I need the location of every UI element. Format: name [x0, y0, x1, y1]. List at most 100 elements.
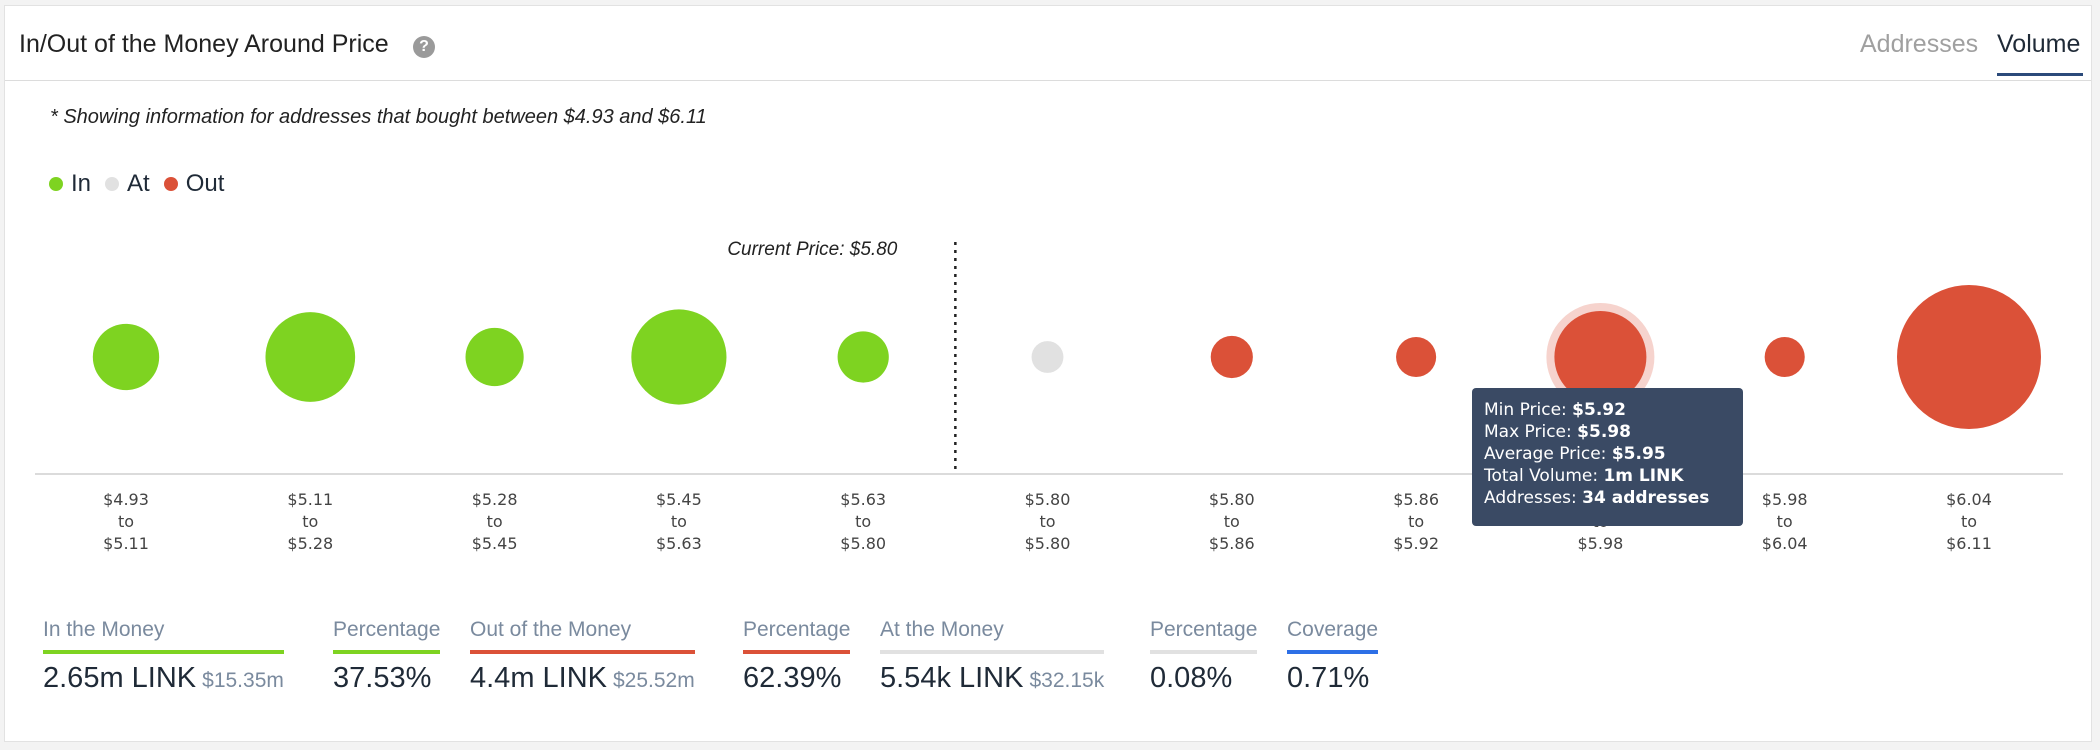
stat-value: 0.71% [1287, 662, 1370, 694]
stat-label: In the Money [43, 618, 284, 654]
tick-label-connector: to [1408, 512, 1424, 531]
tick-label-connector: to [302, 512, 318, 531]
tick-label-connector: to [1961, 512, 1977, 531]
legend-item-at[interactable]: At [105, 170, 150, 198]
tooltip-row-label: Total Volume: [1484, 466, 1604, 486]
legend-dot-in-icon [49, 177, 63, 191]
legend-item-out[interactable]: Out [163, 170, 225, 198]
bubble-point[interactable] [1764, 336, 1805, 378]
tick-label-to: $5.98 [1577, 534, 1623, 553]
active-tab-indicator [1997, 73, 2083, 76]
tick-label-to: $5.63 [656, 534, 702, 553]
bubble-point[interactable] [1210, 335, 1253, 379]
bubble-point[interactable] [1554, 311, 1647, 403]
bubble-chart: Current Price: $5.80 $4.93 to $5.11 $5.11 to $… [35, 239, 2063, 553]
stat-block: Percentage 0.08% [1150, 618, 1258, 695]
tick-label-to: $6.04 [1762, 534, 1808, 553]
tick-label-from: $5.80 [1025, 490, 1071, 509]
stat-subvalue: $32.15k [1029, 669, 1105, 692]
tick-label-connector: to [118, 512, 134, 531]
stat-label: At the Money [880, 618, 1105, 654]
legend-item-in[interactable]: In [49, 170, 91, 198]
stat-block: Out of the Money 4.4m LINK $25.52m [470, 618, 695, 695]
bubble-point[interactable] [1897, 285, 2041, 429]
bubble-tooltip: Min Price: $5.92 Max Price: $5.98 Average … [1472, 388, 1743, 526]
chart-legend: In At Out [49, 170, 238, 198]
tooltip-row-label: Min Price: [1484, 400, 1573, 420]
help-icon[interactable]: ? [413, 36, 435, 58]
stat-subvalue: $25.52m [613, 669, 695, 692]
legend-label-out: Out [185, 170, 225, 197]
tab-addresses[interactable]: Addresses [1860, 30, 1979, 58]
tick-label-from: $5.63 [840, 490, 886, 509]
legend-dot-out-icon [163, 177, 178, 191]
bubble-point[interactable] [1396, 336, 1437, 378]
stat-block: Coverage 0.71% [1287, 618, 1379, 695]
stat-value: 2.65m LINK $15.35m [43, 662, 284, 694]
tick-label-from: $5.86 [1393, 490, 1439, 509]
bubble-point[interactable] [265, 312, 356, 402]
tooltip-row: Total Volume: 1m LINK [1484, 465, 1731, 487]
tab-volume[interactable]: Volume [1997, 30, 2081, 58]
tooltip-row-value: $5.98 [1577, 422, 1631, 442]
legend-dot-at-icon [105, 177, 120, 191]
tooltip-row-label: Addresses: [1484, 488, 1583, 508]
stat-block: Percentage 62.39% [743, 618, 851, 695]
card-header: In/Out of the Money Around Price ? Addre… [5, 6, 2091, 81]
tick-label-to: $6.11 [1946, 534, 1992, 553]
tick-label-to: $5.11 [103, 534, 149, 553]
legend-label-at: At [127, 170, 150, 197]
tick-label-to: $5.80 [840, 534, 886, 553]
current-price-label: Current Price: $5.80 [727, 239, 897, 260]
stat-value: 62.39% [743, 662, 842, 694]
tick-label-connector: to [1777, 512, 1793, 531]
legend-label-in: In [71, 170, 92, 197]
stat-label: Coverage [1287, 618, 1379, 654]
stat-label: Percentage [333, 618, 441, 654]
tooltip-row: Addresses: 34 addresses [1484, 487, 1731, 509]
tick-label-connector: to [671, 512, 687, 531]
stat-value: 37.53% [333, 662, 432, 694]
stat-block: In the Money 2.65m LINK $15.35m [43, 618, 284, 695]
tooltip-row: Average Price: $5.95 [1484, 443, 1731, 465]
tick-label-to: $5.86 [1209, 534, 1255, 553]
stat-label: Percentage [743, 618, 851, 654]
tooltip-row-label: Max Price: [1484, 422, 1578, 442]
chart-card: In/Out of the Money Around Price ? Addre… [4, 5, 2092, 742]
tick-label-to: $5.45 [472, 534, 518, 553]
tick-label-from: $5.45 [656, 490, 702, 509]
stat-value: 5.54k LINK $32.15k [880, 662, 1105, 694]
stat-label: Percentage [1150, 618, 1258, 654]
tick-label-from: $4.93 [103, 490, 149, 509]
tick-label-connector: to [855, 512, 871, 531]
bubble-point[interactable] [465, 327, 524, 387]
tick-label-to: $5.92 [1393, 534, 1439, 553]
tick-label-from: $5.80 [1209, 490, 1255, 509]
tooltip-row: Max Price: $5.98 [1484, 421, 1731, 443]
tick-label-to: $5.28 [287, 534, 333, 553]
stat-value: 0.08% [1150, 662, 1233, 694]
tooltip-row-value: $5.95 [1611, 444, 1666, 464]
tooltip-row-value: 34 addresses [1582, 488, 1710, 508]
tooltip-row-value: $5.92 [1572, 400, 1626, 420]
stat-subvalue: $15.35m [202, 669, 284, 692]
tick-label-connector: to [1224, 512, 1240, 531]
tick-label-connector: to [487, 512, 503, 531]
tick-label-to: $5.80 [1025, 534, 1071, 553]
bubble-point[interactable] [1031, 341, 1064, 373]
tooltip-row: Min Price: $5.92 [1484, 399, 1731, 421]
bubble-point[interactable] [837, 331, 889, 383]
bubble-point[interactable] [92, 323, 160, 391]
range-note: * Showing information for addresses that… [50, 106, 707, 128]
tick-label-from: $6.04 [1946, 490, 1992, 509]
stat-block: Percentage 37.53% [333, 618, 441, 695]
tick-label-from: $5.98 [1762, 490, 1808, 509]
tooltip-row-label: Average Price: [1484, 444, 1612, 464]
tooltip-row-value: 1m LINK [1603, 466, 1684, 486]
stat-value: 4.4m LINK $25.52m [470, 662, 695, 694]
card-title: In/Out of the Money Around Price [19, 30, 389, 58]
tick-label-from: $5.11 [287, 490, 333, 509]
stat-label: Out of the Money [470, 618, 695, 654]
tick-label-from: $5.28 [472, 490, 518, 509]
bubble-point[interactable] [631, 309, 727, 405]
